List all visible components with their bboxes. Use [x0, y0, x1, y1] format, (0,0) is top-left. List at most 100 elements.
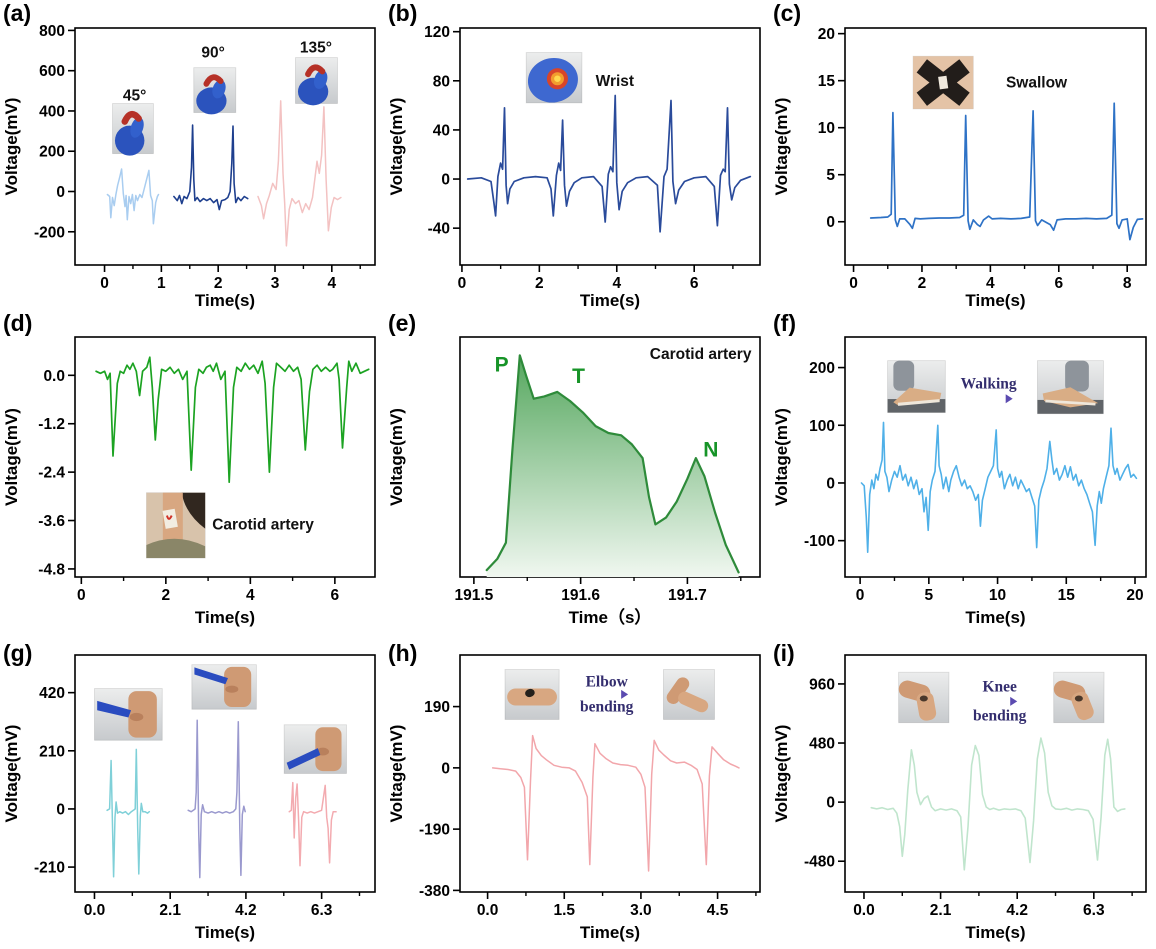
panel-label-e: (e)	[388, 310, 417, 336]
y-axis-title: Voltage(mV)	[2, 98, 21, 196]
x-tick-label: 2.1	[159, 902, 181, 919]
panel-d: (d) 0 2 4 6 0.0 -1.2 -2.4 -3.6 -4.8 Time(s) Voltag…	[0, 310, 385, 640]
y-tick-label: 0	[56, 801, 65, 818]
direction-arrow-head	[621, 689, 629, 699]
annotation-text: Wrist	[596, 73, 634, 90]
x-tick-label: 6	[1054, 275, 1063, 292]
y-tick-label: 0.0	[43, 368, 65, 385]
y-tick-label: -380	[419, 883, 450, 900]
panel-b: (b) 0 2 4 6 120 80 40 0 -40 Time(s) Voltage(mV) Wri…	[385, 0, 770, 310]
y-tick-label: 0	[56, 184, 65, 201]
y-axis-title: Voltage(mV)	[387, 725, 406, 823]
series-line	[257, 100, 342, 247]
series-group	[485, 354, 740, 577]
x-tick-label: 2	[214, 275, 223, 292]
annotation-text: Knee	[982, 678, 1017, 695]
x-tick-label: 3.0	[630, 902, 652, 919]
chart-a: 0 1 2 3 4 800 600 400 200 0 -200 Time(s) Voltage(mV)…	[2, 23, 376, 310]
x-tick-label: 4.5	[707, 902, 729, 919]
panel-c: (c) 0 2 4 6 8 20 15 10 5 0 Time(s) Voltage(mV) Swall…	[770, 0, 1156, 310]
y-tick-label: -40	[428, 221, 450, 238]
plot-frame	[459, 27, 761, 266]
chart-d: 0 2 4 6 0.0 -1.2 -2.4 -3.6 -4.8 Time(s) Voltage(mV…	[2, 336, 376, 627]
panel-label-g: (g)	[3, 640, 33, 666]
series-line	[95, 356, 370, 484]
inset-photo-arm-straight	[504, 669, 560, 720]
y-tick-label: 480	[809, 736, 835, 753]
y-tick-label: 400	[39, 103, 65, 120]
x-tick-label: 5	[925, 587, 934, 604]
series-line	[288, 781, 337, 867]
inset-photo-finger-45	[112, 103, 154, 156]
x-tick-label: 191.5	[454, 587, 493, 604]
panel-a: (a) 0 1 2 3 4 800 600 400 200 0 -200 Time(s) Voltage…	[0, 0, 385, 310]
panel-i: (i) 0.0 2.1 4.2 6.3 960 480 0 -480 Time(s) Voltag…	[770, 640, 1156, 949]
y-tick-label: 800	[39, 23, 65, 40]
annotation-text: 45°	[123, 87, 146, 104]
y-tick-label: 200	[809, 360, 835, 377]
annotation-text: bending	[580, 699, 634, 716]
x-tick-label: 6.3	[311, 902, 333, 919]
y-axis-title: Voltage(mV)	[387, 408, 406, 506]
y-tick-label: -2.4	[38, 465, 65, 482]
inset-photo-finger-135	[295, 57, 338, 106]
y-tick-label: -210	[34, 860, 65, 877]
direction-arrow-head	[1010, 696, 1018, 706]
x-axis-title: Time(s)	[195, 923, 255, 942]
inset-photo-foot-heel	[887, 360, 946, 413]
annotation-text: Carotid artery	[212, 517, 314, 534]
x-tick-label: 0	[100, 275, 109, 292]
y-tick-label: -1.2	[38, 416, 65, 433]
x-tick-label: 15	[1058, 587, 1076, 604]
annotation-text: Swallow	[1006, 75, 1068, 92]
x-tick-label: 2	[162, 587, 171, 604]
panel-g: (g) 0.0 2.1 4.2 6.3 420 210 0 -210 Time(s) Voltag…	[0, 640, 385, 949]
inset-photo-foot-toe	[1037, 360, 1104, 415]
y-tick-label: 210	[39, 743, 65, 760]
series-group	[466, 94, 752, 233]
series-line	[870, 737, 1126, 871]
series-line	[106, 168, 160, 225]
x-axis-title: Time(s)	[965, 291, 1025, 310]
x-tick-label: 8	[1123, 275, 1132, 292]
x-tick-label: 4	[246, 587, 255, 604]
series-line	[860, 421, 1138, 553]
x-tick-label: 2	[918, 275, 927, 292]
panel-label-d: (d)	[3, 310, 33, 336]
y-tick-label: 0	[441, 172, 450, 189]
inset-photo-wrist-thermal	[525, 52, 583, 104]
series-group	[106, 719, 337, 879]
annotation-text: Elbow	[586, 673, 629, 690]
chart-f: 0 5 10 15 20 200 100 0 -100 Time(s) Voltage(mV) Wal…	[772, 336, 1147, 627]
x-tick-label: 6.3	[1083, 902, 1105, 919]
y-tick-label: 40	[433, 122, 450, 139]
plot-frame	[844, 27, 1147, 266]
series-line	[491, 734, 740, 872]
inset-photo-knee-bent	[1053, 671, 1105, 724]
series-group	[106, 100, 342, 247]
y-tick-label: -480	[804, 854, 835, 871]
chart-b: 0 2 4 6 120 80 40 0 -40 Time(s) Voltage(mV) Wrist	[387, 24, 761, 310]
series-line	[869, 102, 1144, 241]
x-tick-label: 1.5	[553, 902, 575, 919]
x-axis-title: Time(s)	[195, 291, 255, 310]
x-axis-title: Time(s)	[580, 291, 640, 310]
panel-f: (f) 0 5 10 15 20 200 100 0 -100 Time(s) Voltage(mV…	[770, 310, 1156, 640]
series-group	[491, 734, 740, 872]
x-tick-label: 10	[989, 587, 1006, 604]
x-tick-label: 0.0	[84, 902, 106, 919]
x-tick-label: 0	[458, 275, 467, 292]
series-line	[187, 719, 246, 879]
chart-e: 191.5 191.6 191.7 Time（s） Voltage(mV) P T N Caro…	[387, 336, 761, 627]
panel-h: (h) 0.0 1.5 3.0 4.5 190 0 -190 -380 Time(s) Volta…	[385, 640, 770, 949]
y-tick-label: 15	[818, 73, 836, 90]
y-axis-title: Voltage(mV)	[387, 98, 406, 196]
x-tick-label: 4	[328, 275, 337, 292]
series-group	[870, 737, 1126, 871]
y-tick-label: 20	[818, 26, 835, 43]
x-tick-label: 4	[986, 275, 995, 292]
y-tick-label: 0	[826, 795, 835, 812]
x-tick-label: 0	[849, 275, 858, 292]
x-axis-title: Time(s)	[965, 923, 1025, 942]
x-tick-label: 3	[271, 275, 280, 292]
